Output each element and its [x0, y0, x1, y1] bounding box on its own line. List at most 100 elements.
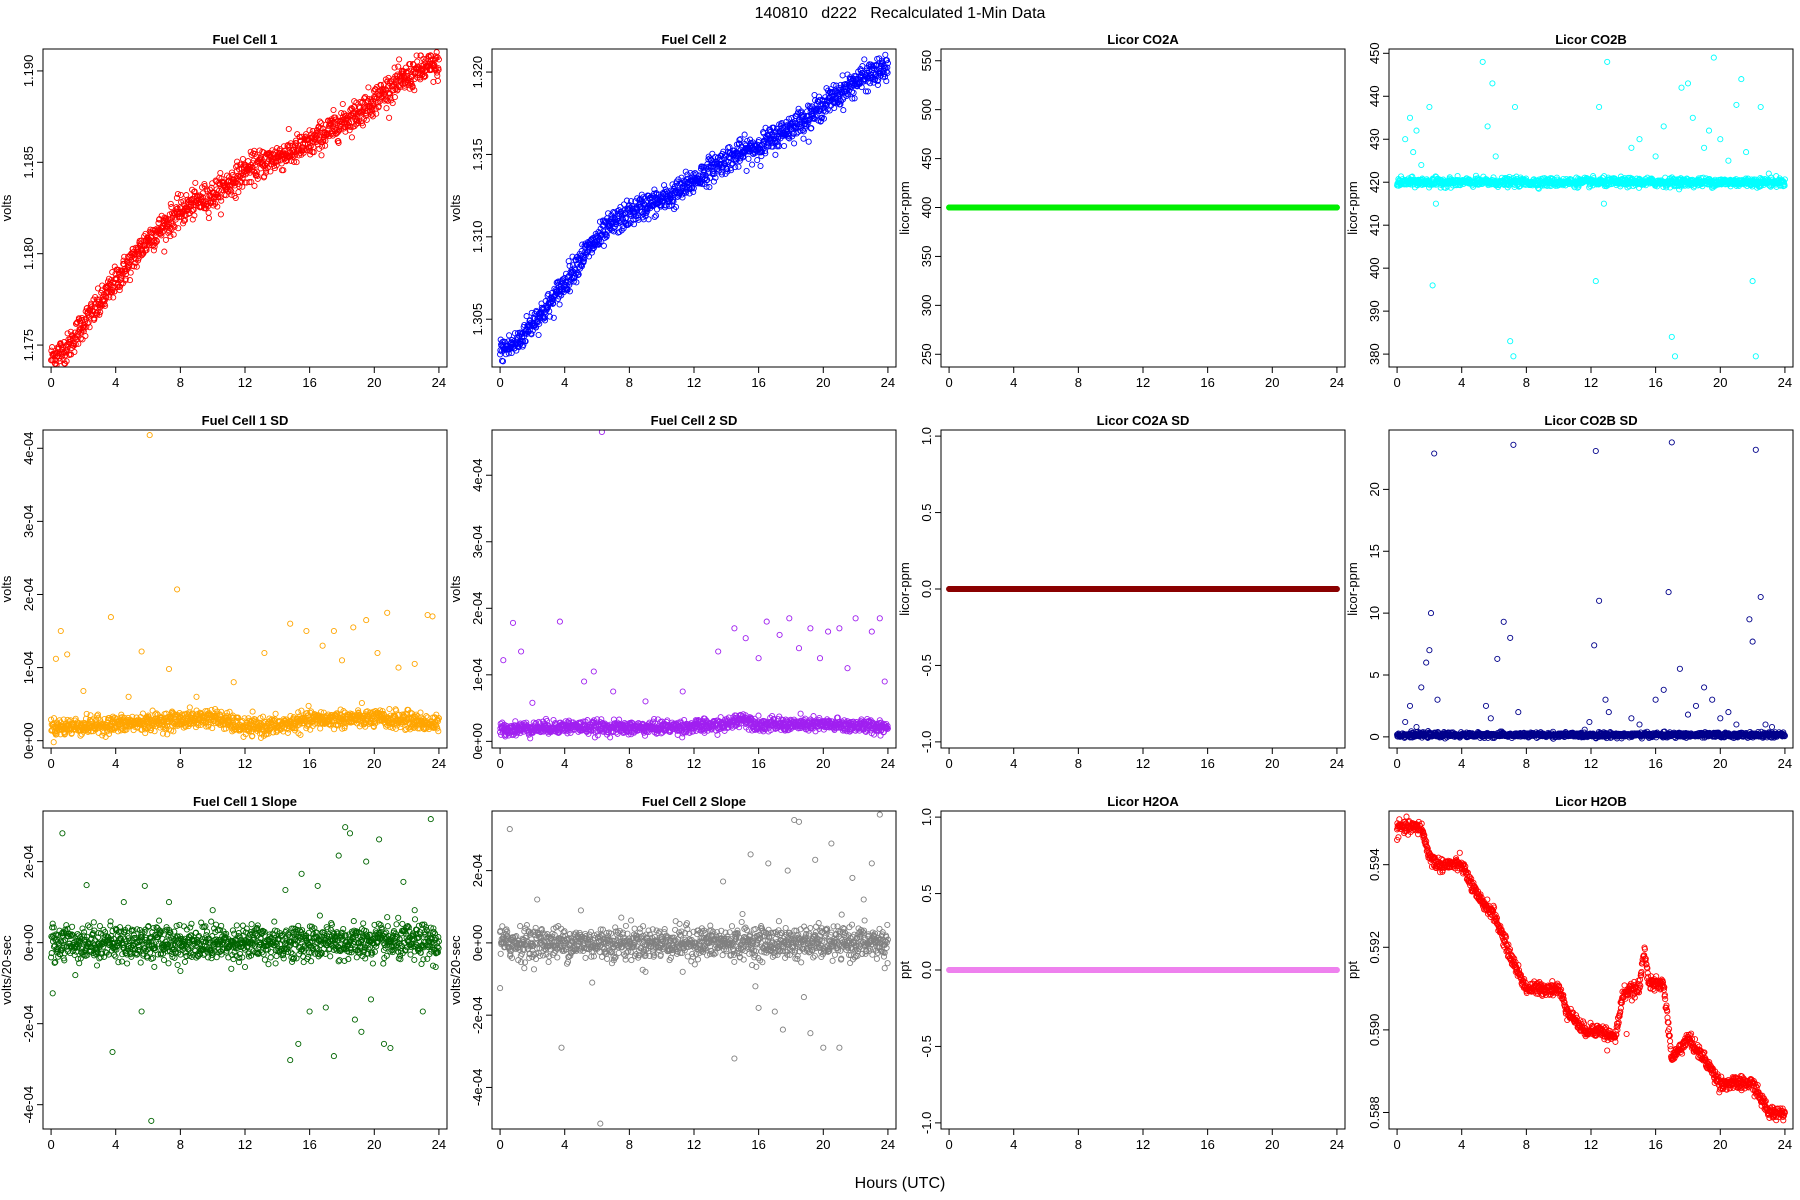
data-point [619, 215, 626, 222]
data-point [262, 169, 269, 176]
data-points [946, 204, 1340, 211]
data-point [709, 150, 716, 157]
y-tick-label: 250 [919, 343, 934, 365]
x-tick-label: 12 [687, 375, 701, 390]
data-point [395, 63, 402, 70]
data-point [330, 106, 337, 114]
x-tick-label: 8 [1075, 375, 1082, 390]
data-point [254, 175, 261, 182]
data-point [396, 56, 403, 63]
outlier-point [1668, 333, 1675, 340]
data-point [391, 94, 398, 101]
data-point [435, 66, 442, 73]
data-point [875, 76, 882, 83]
x-tick-label: 16 [1200, 375, 1214, 390]
data-point [839, 72, 846, 79]
data-point [180, 217, 188, 224]
data-point [263, 167, 270, 174]
data-point [153, 238, 160, 245]
data-point [805, 119, 812, 126]
data-point [49, 344, 56, 351]
data-point [267, 168, 274, 175]
data-point [82, 332, 89, 340]
data-point [840, 107, 847, 114]
y-tick-label: 1.190 [21, 55, 36, 88]
outlier-point [1600, 200, 1607, 207]
data-point [253, 171, 260, 179]
data-point [840, 94, 847, 101]
data-point [142, 247, 149, 254]
outlier-point [1429, 282, 1436, 289]
data-point [200, 194, 207, 201]
outlier-point [1660, 123, 1667, 130]
data-point [363, 116, 370, 123]
data-point [762, 150, 769, 157]
data-point [52, 369, 57, 374]
y-tick-label: 1.320 [470, 56, 485, 89]
data-point [562, 278, 569, 285]
data-point [306, 144, 313, 151]
data-point [192, 179, 199, 186]
outlier-point [1701, 144, 1708, 151]
data-point [97, 309, 104, 316]
data-point [383, 105, 390, 112]
outlier-point [1689, 114, 1696, 121]
data-point [884, 69, 891, 76]
data-point [318, 152, 325, 159]
data-point [239, 183, 246, 190]
outlier-point [1749, 278, 1756, 285]
data-point [413, 52, 420, 59]
data-point [386, 91, 393, 98]
data-point [831, 104, 838, 112]
outlier-point [1492, 153, 1499, 160]
data-point [143, 247, 150, 254]
data-point [1781, 176, 1788, 183]
data-point [699, 181, 706, 188]
x-tick-label: 12 [238, 375, 252, 390]
outlier-point [1432, 200, 1439, 207]
data-point [765, 143, 772, 150]
data-point [735, 163, 742, 170]
data-point [215, 187, 223, 194]
outlier-point [1705, 127, 1713, 134]
data-point [688, 185, 695, 192]
data-point [346, 127, 353, 134]
data-point [600, 242, 607, 249]
data-point [167, 200, 174, 207]
data-point [684, 171, 691, 178]
data-point [199, 198, 206, 205]
x-tick-label: 20 [816, 375, 830, 390]
data-point [852, 73, 859, 80]
data-point [800, 135, 807, 142]
data-point [248, 179, 255, 186]
y-tick-label: 1.310 [470, 221, 485, 254]
data-point [712, 162, 719, 169]
outlier-point [1738, 76, 1745, 83]
data-point [53, 361, 60, 367]
data-point [351, 123, 358, 130]
data-point [850, 89, 857, 96]
data-point [369, 106, 376, 113]
data-point [812, 97, 819, 104]
y-axis-label: volts [0, 575, 14, 602]
data-point [110, 294, 117, 301]
data-point [720, 148, 727, 155]
data-point [737, 136, 744, 143]
outlier-point [1410, 149, 1417, 156]
data-point [710, 178, 717, 185]
data-point [732, 164, 739, 171]
x-tick-label: 20 [1265, 375, 1279, 390]
data-point [705, 156, 712, 163]
outlier-point [1743, 149, 1750, 156]
data-point [733, 156, 740, 163]
x-tick-label: 24 [1778, 375, 1792, 390]
data-point [574, 272, 582, 279]
data-point [556, 301, 563, 308]
data-point [300, 146, 308, 153]
data-point [231, 182, 238, 189]
x-tick-label: 4 [112, 375, 119, 390]
data-point [661, 182, 668, 189]
data-point [116, 287, 123, 294]
